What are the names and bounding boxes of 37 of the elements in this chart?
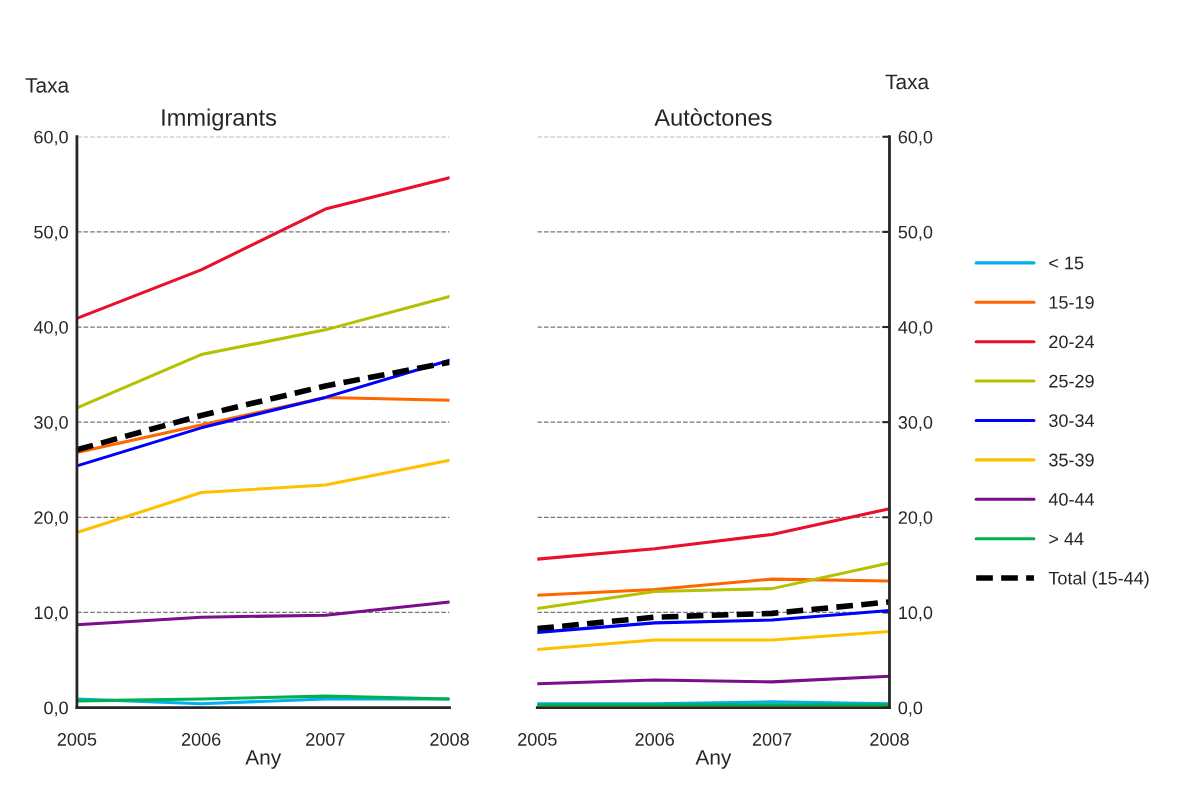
y-tick-label: 50,0 — [898, 225, 933, 241]
y-axis-title: Taxa — [885, 74, 930, 90]
x-tick-label: 2005 — [518, 733, 557, 746]
legend-label: 40-44 — [1048, 493, 1095, 506]
chart-title: Immigrants — [162, 108, 277, 131]
y-tick-label: 50,0 — [34, 225, 68, 241]
y-tick-label: 20,0 — [898, 511, 933, 527]
legend-label: < 15 — [1049, 256, 1084, 270]
y-tick-label: 10,0 — [34, 606, 68, 622]
y-tick-label: 20,0 — [34, 511, 68, 527]
legend-label: > 44 — [1049, 532, 1084, 546]
legend-label: 20-24 — [1049, 335, 1095, 349]
x-axis-title: Any — [245, 750, 282, 769]
y-tick-label: 60,0 — [34, 130, 68, 146]
y-tick-label: 0,0 — [898, 701, 923, 717]
x-tick-label: 2008 — [870, 733, 909, 746]
chart-title: Autòctones — [654, 108, 772, 126]
y-tick-label: 30,0 — [34, 416, 68, 431]
x-tick-label: 2007 — [752, 733, 792, 746]
legend-label: 35-39 — [1049, 453, 1094, 467]
x-axis-title: Any — [695, 750, 732, 769]
y-tick-label: 30,0 — [898, 416, 933, 431]
x-tick-label: 2006 — [181, 733, 221, 746]
x-tick-label: 2005 — [57, 733, 97, 746]
y-tick-label: 60,0 — [898, 130, 933, 146]
x-tick-label: 2007 — [306, 733, 345, 746]
y-tick-label: 40,0 — [898, 320, 933, 336]
legend-label: 25-29 — [1049, 374, 1094, 388]
y-tick-label: 40,0 — [33, 320, 68, 336]
legend-label: Total (15-44) — [1048, 571, 1149, 589]
y-tick-label: 0,0 — [44, 701, 68, 717]
y-tick-label: 10,0 — [899, 606, 933, 622]
y-axis-title: Taxa — [25, 78, 70, 93]
legend-label: 15-19 — [1049, 296, 1094, 309]
x-tick-label: 2006 — [635, 733, 674, 746]
x-tick-label: 2008 — [430, 733, 469, 746]
legend-label: 30-34 — [1049, 414, 1095, 427]
